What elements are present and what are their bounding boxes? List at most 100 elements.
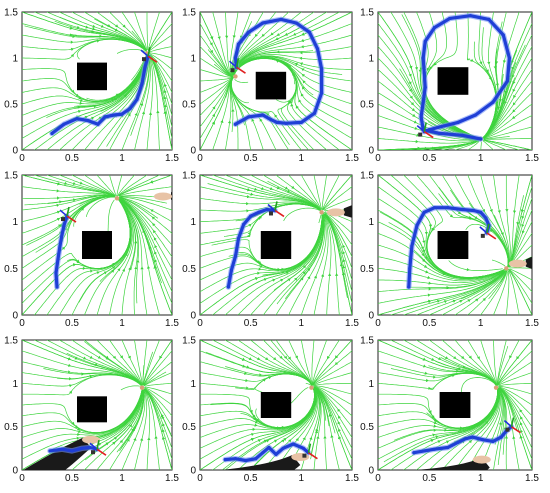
streamline-arrow — [284, 355, 287, 359]
human-arm — [154, 191, 172, 201]
streamline-arrow — [161, 429, 165, 433]
streamline — [290, 387, 309, 404]
streamline — [498, 387, 532, 470]
streamline — [212, 12, 234, 77]
streamline-arrow — [254, 33, 258, 37]
streamline-arrow — [426, 67, 430, 71]
streamline-arrow — [113, 98, 117, 101]
streamline-arrow — [72, 198, 76, 202]
streamline-arrow — [247, 188, 251, 192]
streamline-arrow — [467, 299, 471, 303]
streamline — [321, 175, 340, 211]
streamline — [79, 55, 147, 108]
streamline-arrow — [141, 111, 146, 115]
streamline-arrow — [290, 103, 294, 107]
x-tick-label: 0 — [375, 153, 381, 164]
streamline — [499, 386, 532, 406]
streamline-arrow — [123, 94, 127, 98]
streamline — [143, 388, 149, 398]
obstacle — [260, 231, 292, 259]
streamline-arrow — [516, 222, 520, 225]
streamline-arrow — [76, 259, 80, 263]
streamline-arrow — [422, 357, 426, 361]
streamline — [448, 260, 503, 271]
streamline — [467, 141, 480, 150]
trajectory-point — [265, 207, 269, 212]
streamline-arrow — [273, 439, 278, 443]
streamline — [96, 340, 142, 386]
streamline-arrow — [433, 424, 437, 428]
panel-5: 0 0.5 1 1.5 0 0.5 1 1.5 — [182, 171, 359, 330]
sleeve — [525, 256, 532, 269]
streamline-arrow — [330, 434, 334, 438]
streamline-field — [22, 340, 172, 470]
streamline-arrow — [433, 62, 437, 66]
trajectory-point — [463, 437, 467, 441]
streamline-arrow — [477, 356, 480, 360]
streamline-arrow — [163, 104, 167, 108]
streamline — [143, 361, 172, 386]
streamline-arrow — [56, 210, 60, 214]
streamline-field — [378, 175, 532, 315]
streamline — [143, 372, 172, 387]
streamline-arrow — [251, 118, 255, 122]
streamline-arrow — [92, 24, 96, 28]
obstacle — [260, 392, 292, 418]
streamline — [323, 213, 348, 299]
streamline-arrow — [414, 126, 418, 130]
streamline — [84, 175, 116, 197]
streamline-arrow — [424, 232, 429, 235]
streamline — [482, 44, 526, 139]
streamline — [143, 371, 167, 386]
trajectory-point — [421, 100, 425, 104]
x-tick-label: 0 — [19, 153, 25, 164]
streamline-arrow — [307, 267, 310, 271]
streamline-arrow — [154, 435, 158, 439]
streamline — [313, 382, 352, 386]
trajectory-point — [456, 120, 460, 124]
streamline-arrow — [288, 439, 292, 443]
streamline — [508, 269, 532, 315]
streamline — [200, 77, 233, 82]
streamline-arrow — [82, 266, 86, 270]
streamline — [107, 199, 115, 233]
streamline-arrow — [496, 106, 501, 110]
streamline — [314, 387, 352, 470]
trajectory-point — [80, 446, 84, 450]
streamline-arrow — [418, 69, 422, 73]
streamline — [313, 388, 322, 470]
streamline — [143, 388, 172, 460]
trajectory-point — [62, 122, 66, 126]
trajectory-point — [421, 56, 425, 60]
streamline-arrow — [245, 378, 249, 383]
x-tick-label: 0.5 — [422, 318, 436, 329]
sleeve — [23, 437, 91, 470]
x-tick-label: 1 — [119, 153, 125, 164]
streamline-arrow — [122, 268, 125, 272]
x-tick-label: 1.5 — [525, 318, 539, 329]
streamline-arrow — [504, 435, 509, 439]
streamline-arrow — [408, 88, 412, 92]
streamline — [313, 387, 352, 460]
streamline — [505, 175, 511, 266]
streamline-arrow — [502, 60, 507, 64]
streamline — [225, 214, 323, 315]
streamline-field — [200, 175, 352, 315]
streamline — [119, 197, 172, 234]
hand — [154, 192, 172, 201]
streamline — [467, 270, 507, 315]
x-tick-label: 0.5 — [65, 153, 79, 164]
streamline-arrow — [410, 102, 414, 106]
streamline — [116, 175, 135, 197]
streamline-arrow — [112, 262, 116, 266]
streamline-arrow — [520, 209, 524, 213]
streamline-arrow — [503, 101, 507, 105]
streamline-field — [378, 340, 532, 470]
streamline — [134, 340, 143, 385]
streamline-arrow — [69, 384, 73, 388]
streamline-arrow — [424, 256, 428, 260]
streamline — [22, 55, 148, 139]
y-tick-label: 1 — [12, 54, 18, 65]
streamline — [313, 386, 352, 438]
streamline — [311, 340, 328, 386]
